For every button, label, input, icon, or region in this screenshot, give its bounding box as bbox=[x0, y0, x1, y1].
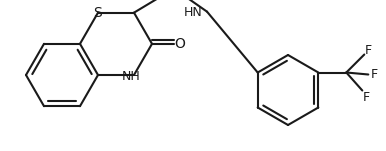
Text: NH: NH bbox=[122, 69, 141, 82]
Text: F: F bbox=[363, 91, 370, 104]
Text: S: S bbox=[94, 6, 102, 20]
Text: O: O bbox=[174, 37, 185, 51]
Text: F: F bbox=[371, 68, 378, 81]
Text: HN: HN bbox=[184, 6, 202, 19]
Text: F: F bbox=[365, 44, 372, 57]
